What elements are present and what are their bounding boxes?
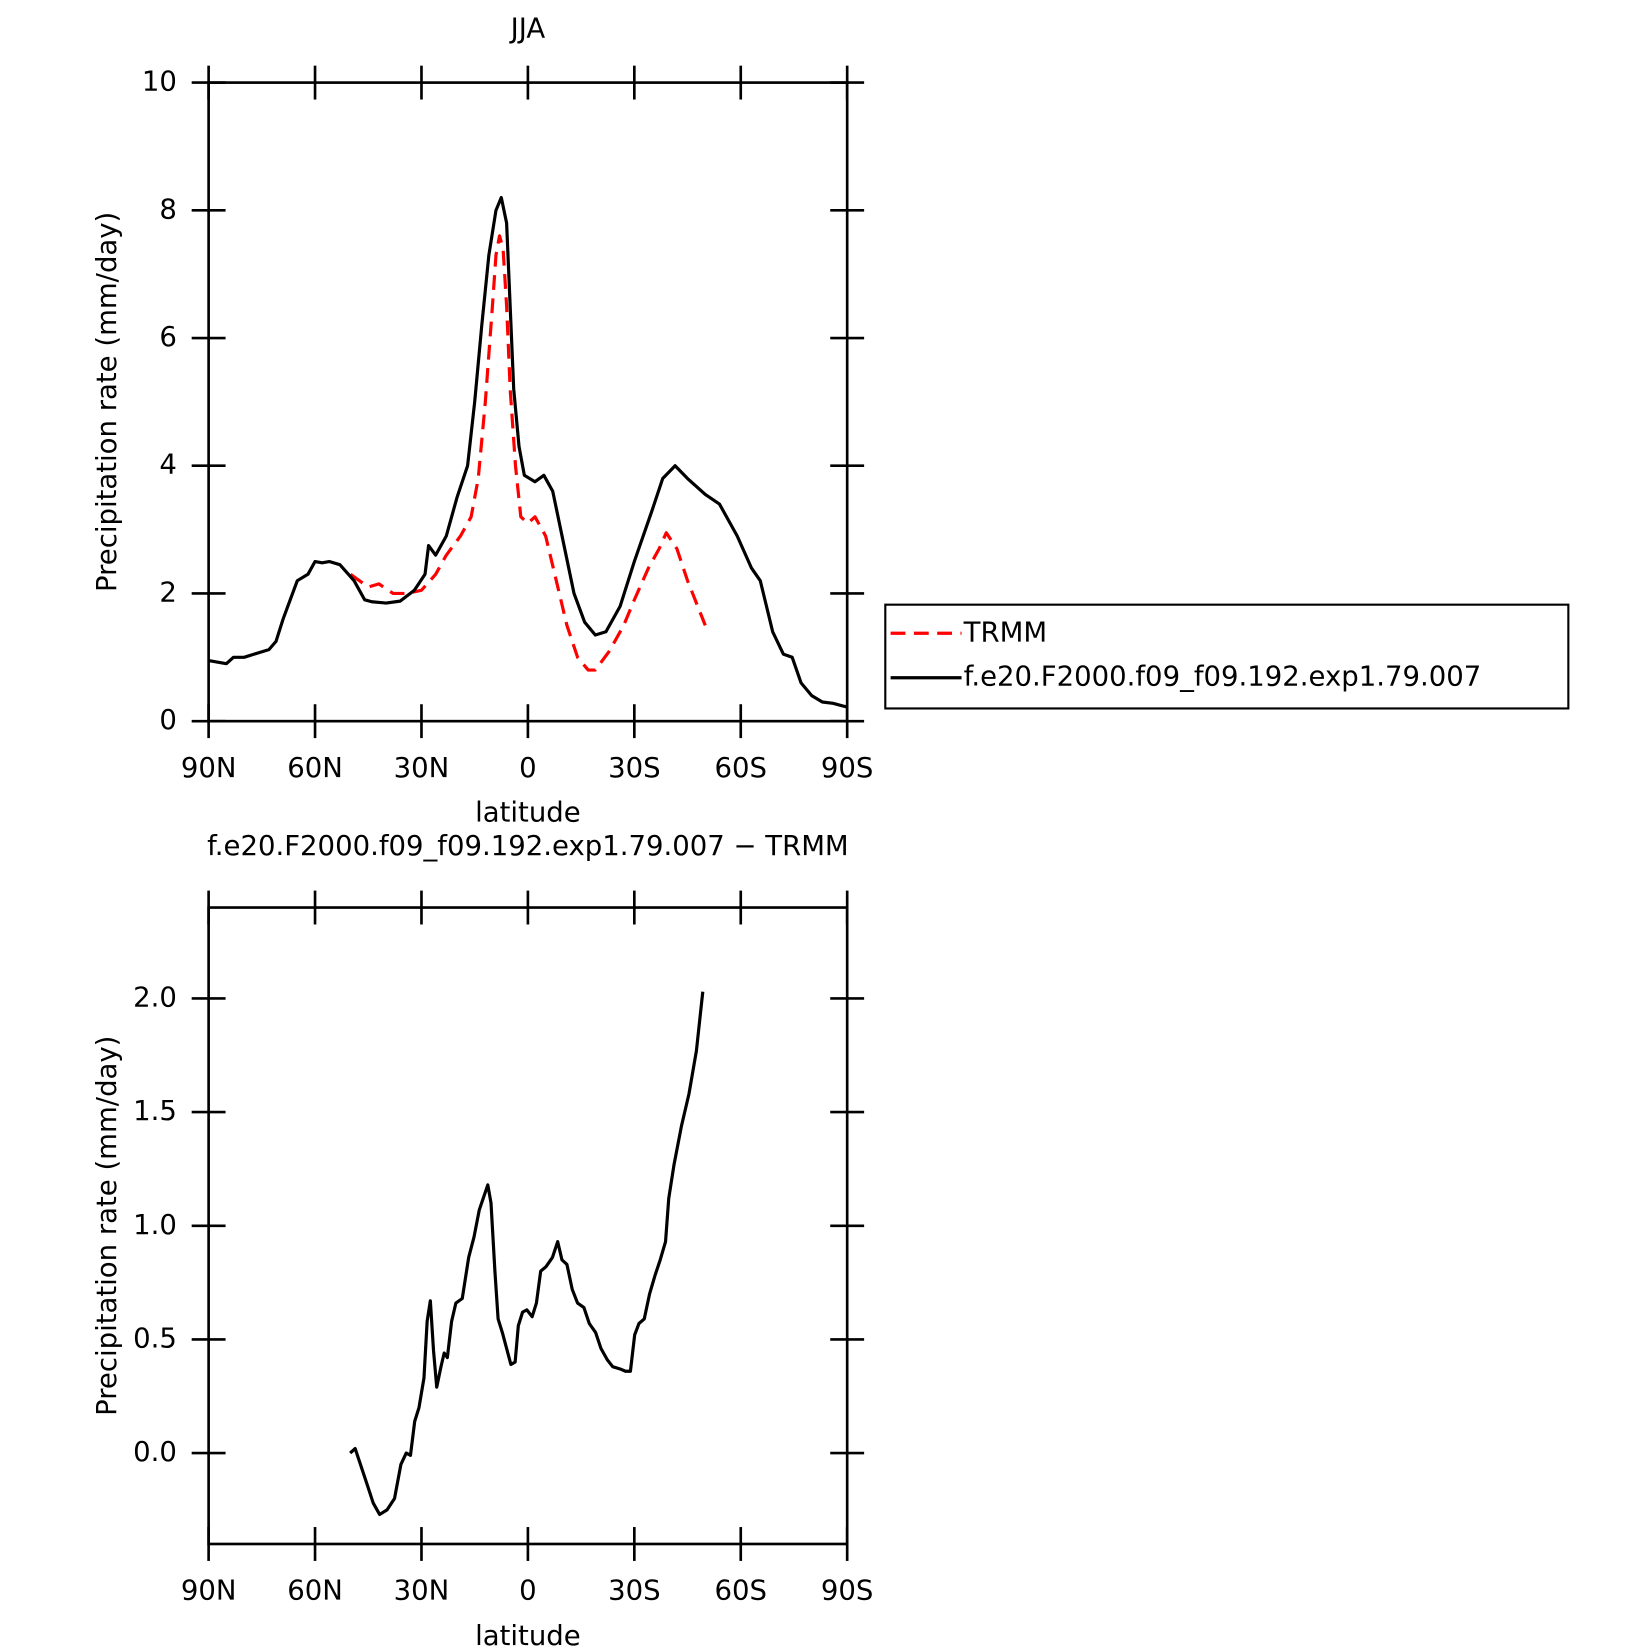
legend-box xyxy=(884,603,1570,710)
y-axis-label: Precipitation rate (mm/day) xyxy=(91,1036,123,1416)
y-tick-label: 8 xyxy=(159,193,177,225)
y-tick-label: 0 xyxy=(159,704,177,736)
y-tick-label: 0.0 xyxy=(133,1436,177,1468)
data-line xyxy=(349,991,705,1517)
x-tick-label: 90S xyxy=(821,1575,873,1607)
chart-title: f.e20.F2000.f09_f09.192.exp1.79.007 − TR… xyxy=(207,830,849,862)
x-tick-label: 60N xyxy=(287,752,343,784)
x-tick-label: 0 xyxy=(519,1575,537,1607)
plot-frame xyxy=(207,906,849,1546)
x-tick-label: 30S xyxy=(608,1575,660,1607)
x-tick-label: 30N xyxy=(394,752,450,784)
x-tick-label: 0 xyxy=(519,752,537,784)
data-line xyxy=(349,234,707,672)
x-tick-label: 90N xyxy=(181,1575,237,1607)
x-axis-label: latitude xyxy=(475,796,581,828)
y-tick-label: 2 xyxy=(159,576,177,608)
legend-label: TRMM xyxy=(963,616,1047,648)
x-tick-label: 90N xyxy=(181,752,237,784)
x-tick-label: 90S xyxy=(821,752,873,784)
y-axis-label: Precipitation rate (mm/day) xyxy=(91,212,123,592)
y-tick-label: 4 xyxy=(159,449,177,481)
x-tick-label: 30S xyxy=(608,752,660,784)
data-line xyxy=(208,195,848,709)
plot-frame xyxy=(207,81,849,723)
y-tick-label: 0.5 xyxy=(133,1322,177,1354)
x-tick-label: 60S xyxy=(715,752,767,784)
x-tick-label: 60N xyxy=(287,1575,343,1607)
y-tick-label: 2.0 xyxy=(133,981,177,1013)
y-tick-label: 6 xyxy=(159,321,177,353)
chart-title: JJA xyxy=(509,13,546,45)
legend-label: f.e20.F2000.f09_f09.192.exp1.79.007 xyxy=(964,661,1482,693)
x-axis-label: latitude xyxy=(475,1620,581,1652)
x-tick-label: 30N xyxy=(394,1575,450,1607)
y-tick-label: 10 xyxy=(142,66,177,98)
y-tick-label: 1.0 xyxy=(133,1209,177,1241)
y-tick-label: 1.5 xyxy=(133,1095,177,1127)
x-tick-label: 60S xyxy=(715,1575,767,1607)
